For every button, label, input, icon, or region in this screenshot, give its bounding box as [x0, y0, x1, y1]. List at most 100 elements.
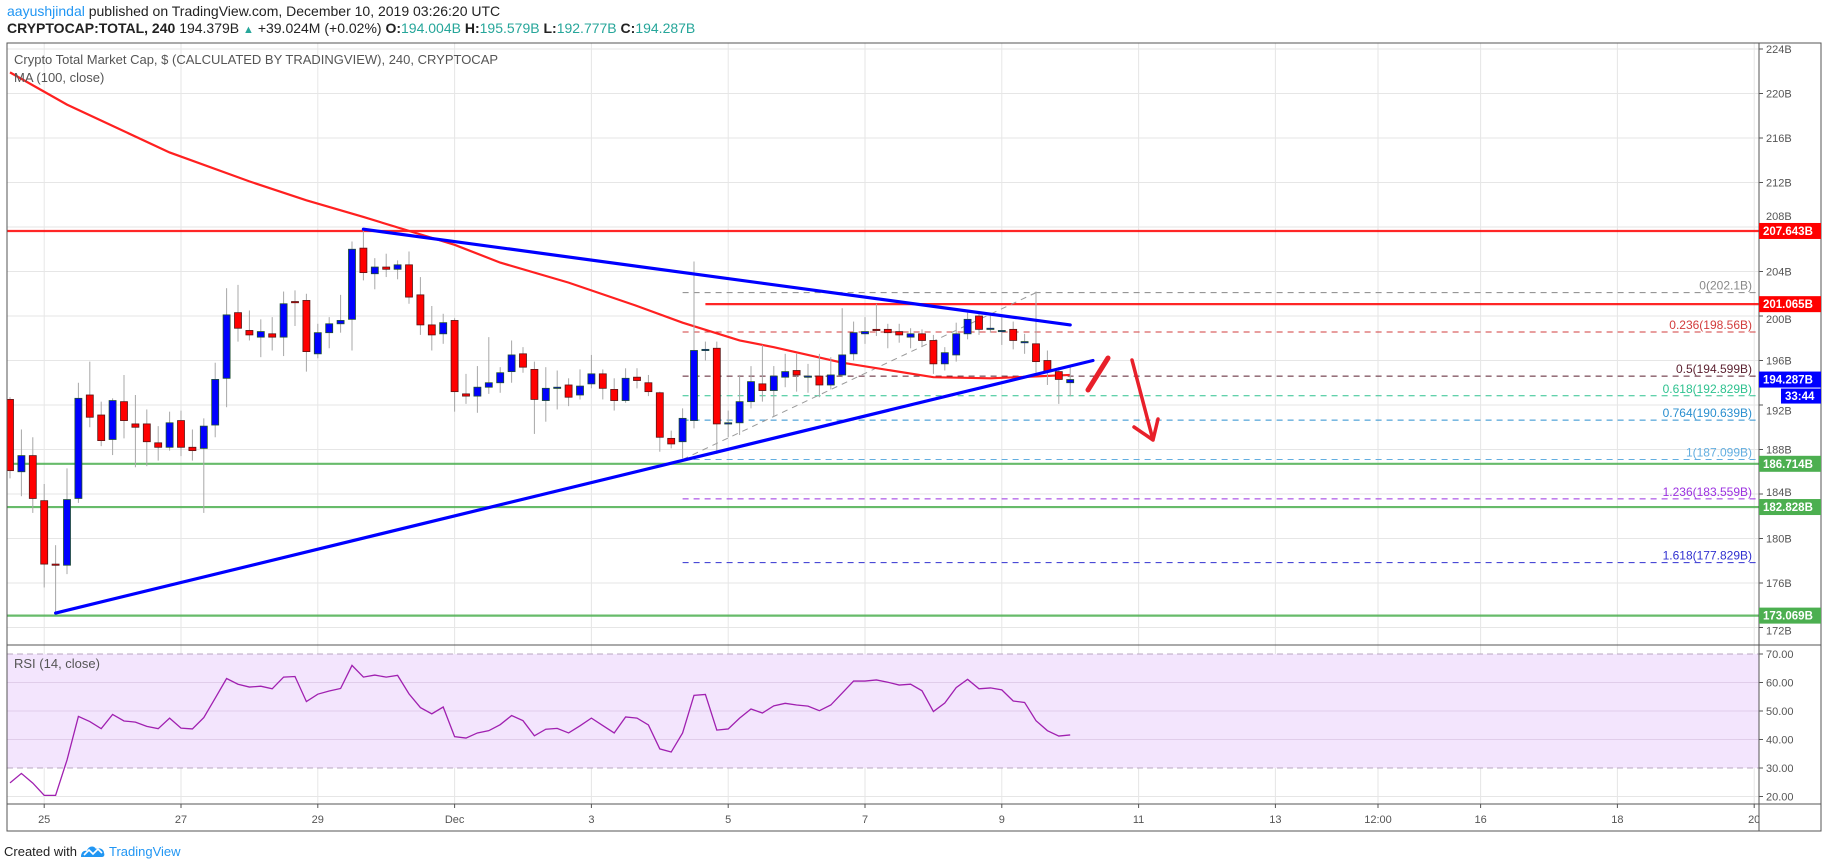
candle-body — [462, 393, 470, 397]
candle — [154, 426, 163, 461]
candle-body — [17, 455, 26, 473]
candle — [51, 545, 60, 614]
level-price-tag — [1759, 499, 1821, 516]
candle-body — [804, 375, 812, 378]
price-pane[interactable]: 0(202.1B) 0.236(198.56B) 0.5(194.599B) 0.61… — [7, 71, 1760, 617]
time-tick-label: 9 — [999, 814, 1005, 826]
candle — [382, 253, 391, 278]
candle — [564, 378, 573, 407]
time-tick-label: 25 — [38, 814, 50, 826]
rsi-tick-label: 50.00 — [1766, 706, 1794, 718]
candle-body — [142, 423, 151, 443]
price-tick-label: 212B — [1766, 178, 1792, 190]
candle-body — [222, 314, 231, 379]
candle-body — [28, 455, 37, 499]
time-tick-label: 11 — [1133, 814, 1144, 826]
price-tick-label: 220B — [1766, 89, 1792, 101]
candle-body — [325, 323, 334, 334]
candle-body — [199, 425, 208, 449]
candle — [576, 369, 584, 400]
level-price-tag-text: 182.828B — [1763, 502, 1813, 514]
fib-level-label: 1(187.099B) — [1686, 446, 1752, 460]
candle — [439, 313, 448, 344]
up-stroke-annotation — [1085, 355, 1111, 393]
candle-body — [393, 264, 402, 270]
candle — [1020, 333, 1029, 354]
candle-body — [416, 294, 425, 326]
candle — [940, 347, 949, 371]
level-price-tag-text: 201.065B — [1763, 299, 1813, 311]
candle-body — [701, 348, 710, 351]
candle-body — [256, 331, 265, 338]
time-tick-label: 29 — [312, 814, 324, 826]
high-value: 195.579B — [479, 20, 540, 36]
price-tick-label: 172B — [1766, 626, 1792, 638]
level-price-tag — [1759, 607, 1821, 624]
footer: Created with TradingView — [4, 843, 181, 859]
candle — [667, 430, 676, 449]
candle — [74, 382, 83, 503]
time-axis[interactable]: 25 27 29 Dec 3 5 7 9 11 13 12:00 16 18 20 — [38, 804, 1760, 826]
candle — [883, 323, 892, 349]
candle — [804, 363, 812, 393]
candle-body — [553, 386, 562, 389]
candle-body — [291, 301, 299, 304]
last-price-tag — [1759, 371, 1821, 388]
candle — [963, 312, 972, 340]
candle — [815, 353, 824, 398]
candle-body — [1009, 328, 1018, 341]
hand-drawn-arrows — [1085, 355, 1160, 442]
candle-body — [473, 386, 482, 397]
candle-body — [1032, 343, 1040, 363]
candle-body — [302, 300, 311, 352]
price-tick-label: 216B — [1766, 133, 1792, 145]
candle — [222, 288, 231, 408]
time-tick-label: 3 — [588, 814, 594, 826]
candle — [40, 483, 49, 588]
candle-body — [906, 333, 915, 338]
candle-body — [940, 352, 949, 365]
candle — [302, 293, 311, 372]
candle — [655, 391, 664, 452]
candle-body — [712, 347, 721, 425]
candle — [872, 303, 881, 337]
fib-level-label: 0.764(190.639B) — [1663, 406, 1752, 420]
tradingview-link[interactable]: TradingView — [108, 843, 181, 859]
candle — [256, 319, 265, 358]
candle — [245, 310, 254, 341]
fib-level-label: 0.618(192.829B) — [1663, 382, 1752, 396]
candle-body — [963, 318, 972, 335]
fib-level-label: 0(202.1B) — [1699, 279, 1752, 293]
candle-body — [792, 370, 801, 376]
candle — [85, 361, 94, 428]
candle-body — [541, 387, 550, 401]
candle — [291, 290, 299, 327]
bar-countdown-text: 33:44 — [1785, 391, 1815, 403]
candle — [838, 308, 847, 378]
rsi-pane[interactable] — [9, 664, 1071, 797]
time-tick-label: 5 — [725, 814, 731, 826]
low-label: L: — [543, 20, 557, 36]
candle — [165, 411, 174, 451]
rsi-line — [9, 664, 1071, 797]
candle — [359, 230, 368, 281]
time-tick-label: 16 — [1474, 814, 1486, 826]
level-price-tag — [1759, 296, 1821, 313]
price-tick-label: 188B — [1766, 445, 1792, 457]
descending-resistance-trendline[interactable] — [361, 227, 1072, 327]
candle-body — [245, 330, 254, 336]
candle-body — [815, 375, 824, 386]
ascending-support-trendline[interactable] — [53, 358, 1095, 615]
rsi-legend: RSI (14, close) — [14, 656, 100, 671]
candle — [348, 241, 356, 351]
candle — [120, 374, 128, 439]
candle — [781, 353, 790, 388]
candle-body — [313, 332, 322, 355]
author-link[interactable]: aayushjindal — [7, 3, 85, 19]
candle — [131, 394, 140, 468]
fib-level-label: 1.236(183.559B) — [1663, 485, 1752, 499]
candle-body — [986, 327, 995, 330]
time-tick-label: Dec — [445, 814, 465, 826]
candle — [712, 341, 721, 454]
